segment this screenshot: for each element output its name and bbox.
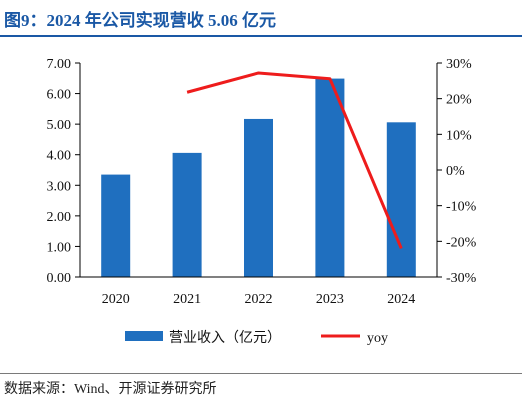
legend-bar-swatch [125, 331, 163, 341]
bar-2024 [386, 122, 416, 278]
bar-2020 [101, 174, 131, 277]
right-tick-label: 10% [446, 128, 472, 143]
left-tick-label: 6.00 [47, 88, 72, 103]
bar-series [101, 78, 416, 278]
right-tick-label: 20% [446, 93, 472, 108]
legend-line-label: yoy [367, 331, 388, 346]
axes: 0.00 1.00 2.00 3.00 4.00 5.00 6.00 7.00 -30% -20%… [47, 57, 477, 307]
yoy-series [186, 71, 403, 250]
revenue-chart: 0.00 1.00 2.00 3.00 4.00 5.00 6.00 7.00 -30% -20%… [47, 57, 477, 346]
legend: 营业收入（亿元） yoy [125, 330, 388, 346]
left-tick-label: 4.00 [47, 149, 72, 164]
x-tick-label: 2023 [316, 292, 344, 307]
source-divider [0, 373, 522, 374]
right-tick-label: 0% [446, 164, 465, 179]
right-tick-label: 30% [446, 57, 472, 72]
left-tick-label: 1.00 [47, 240, 72, 255]
left-tick-label: 0.00 [47, 271, 72, 286]
x-tick-label: 2024 [387, 292, 415, 307]
x-tick-label: 2020 [102, 292, 130, 307]
bar-2022 [244, 118, 273, 278]
figure-title: 图9：2024 年公司实现营收 5.06 亿元 [4, 11, 276, 30]
x-tick-label: 2022 [245, 292, 273, 307]
yoy-line [186, 71, 403, 250]
right-tick-label: -10% [446, 200, 477, 215]
legend-bar-label: 营业收入（亿元） [169, 330, 281, 346]
bar-2023 [315, 78, 345, 277]
left-tick-label: 2.00 [47, 210, 72, 225]
x-tick-label: 2021 [173, 292, 201, 307]
bar-2021 [172, 152, 202, 277]
left-tick-label: 5.00 [47, 118, 72, 133]
title-divider [0, 35, 522, 37]
left-tick-label: 3.00 [47, 179, 72, 194]
right-tick-label: -30% [446, 271, 477, 286]
left-tick-label: 7.00 [47, 57, 72, 72]
right-tick-label: -20% [446, 235, 477, 250]
source-note: 数据来源：Wind、开源证券研究所 [4, 382, 217, 397]
